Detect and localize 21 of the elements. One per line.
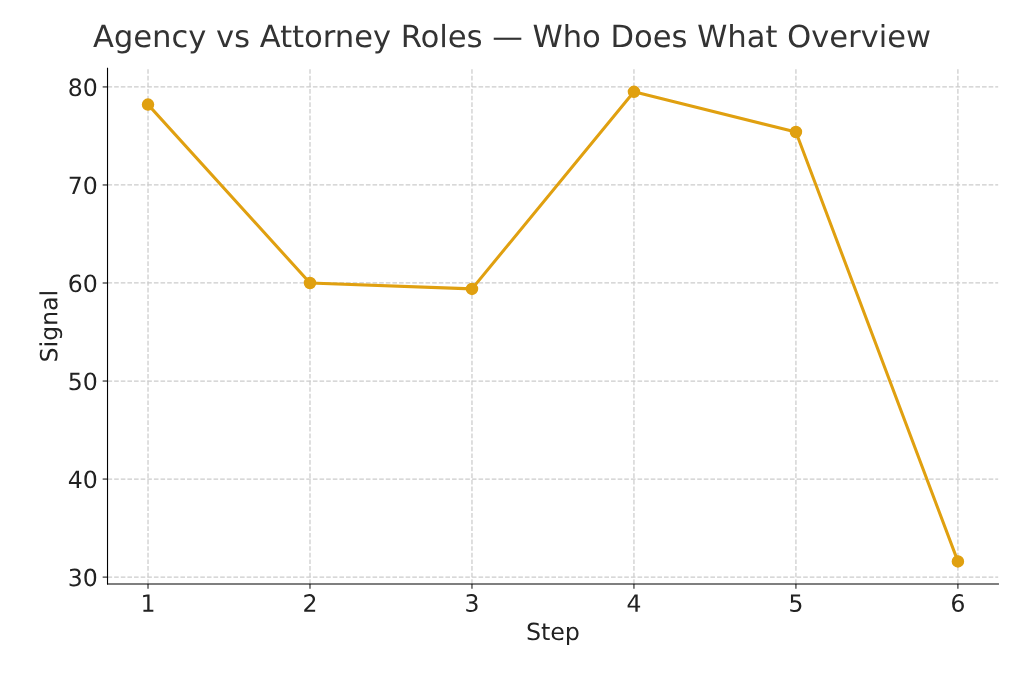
point bbox=[303, 276, 317, 290]
point bbox=[951, 555, 965, 568]
x-tick-label: 4 bbox=[627, 594, 641, 612]
chart-title: Agency vs Attorney Roles — Who Does What Overview bbox=[93, 23, 930, 54]
y-tick-label: 40 bbox=[68, 470, 97, 489]
x-tick-label: 3 bbox=[466, 594, 478, 612]
point bbox=[627, 85, 641, 99]
y-tick-label: 50 bbox=[69, 372, 97, 391]
y-tick-label: 60 bbox=[69, 274, 97, 293]
point bbox=[465, 282, 479, 296]
x-tick-label: 1 bbox=[143, 594, 154, 612]
point bbox=[141, 98, 155, 111]
x-axis-title: Step bbox=[527, 622, 579, 645]
x-tick-label: 2 bbox=[304, 594, 316, 612]
x-tick-label: 5 bbox=[790, 594, 802, 612]
point bbox=[789, 125, 803, 139]
y-tick-label: 70 bbox=[69, 176, 97, 195]
y-axis-title: Signal bbox=[39, 292, 63, 361]
y-tick-label: 30 bbox=[69, 568, 97, 587]
y-tick-label: 80 bbox=[69, 78, 97, 97]
x-tick-label: 6 bbox=[952, 594, 964, 612]
